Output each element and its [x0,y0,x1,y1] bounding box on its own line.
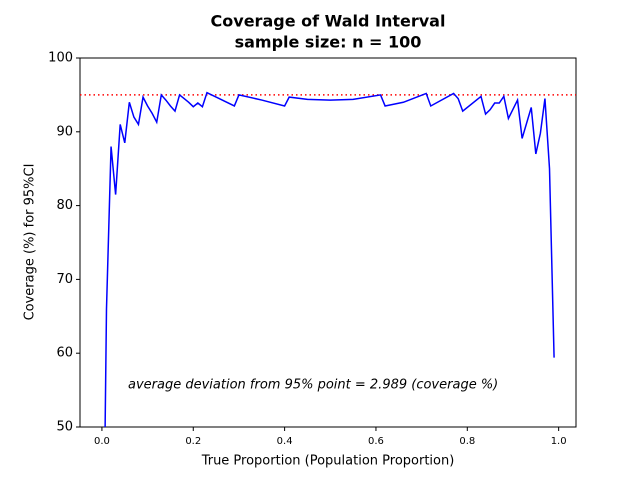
x-tick-label: 0.6 [368,436,384,447]
y-tick-label: 60 [56,346,73,361]
y-tick-label: 70 [56,272,73,287]
x-tick-label: 1.0 [551,436,567,447]
y-tick-label: 50 [56,420,73,435]
chart-title: Coverage of Wald Interval [211,12,446,31]
chart-subtitle: sample size: n = 100 [235,33,422,52]
x-tick-label: 0.4 [277,436,293,447]
x-tick-label: 0.2 [185,436,201,447]
y-tick-label: 100 [48,51,73,66]
y-tick-label: 80 [56,198,73,213]
y-axis-label: Coverage (%) for 95%CI [23,164,38,321]
annotation: average deviation from 95% point = 2.989… [128,378,498,393]
plot-frame [79,57,577,428]
x-tick-label: 0.8 [459,436,475,447]
x-tick-label: 0.0 [94,436,110,447]
x-axis-label: True Proportion (Population Proportion) [201,454,455,469]
y-tick-label: 90 [56,124,73,139]
coverage-line [104,91,555,428]
